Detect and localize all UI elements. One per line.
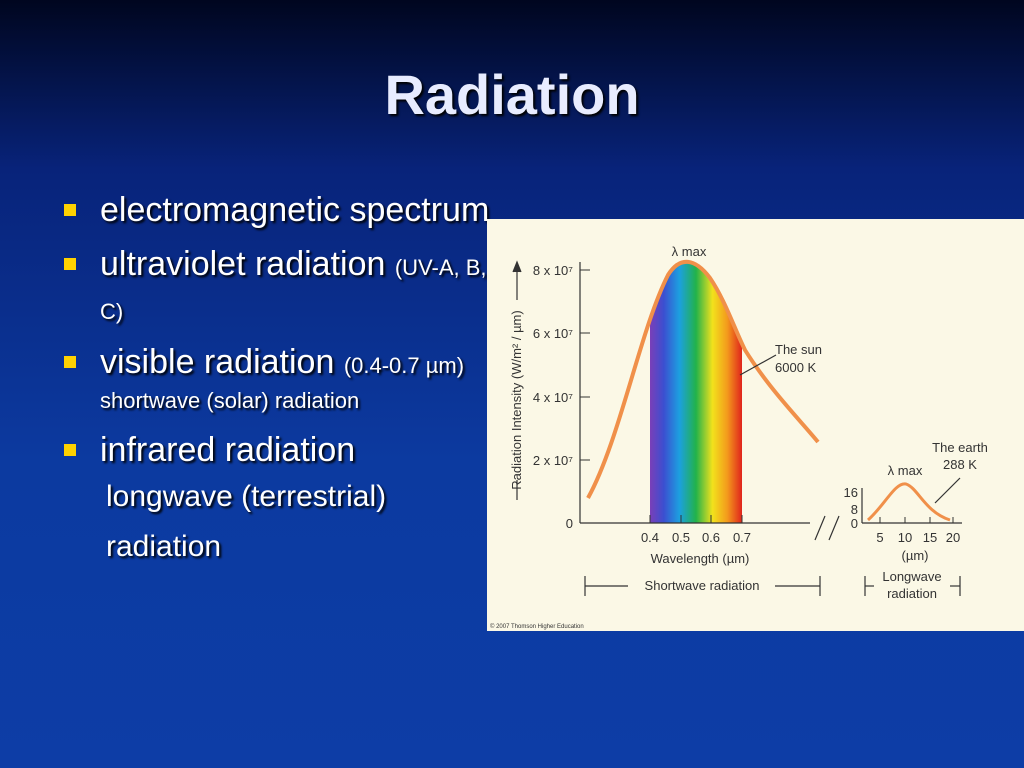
figure-text: 0.5 — [672, 530, 690, 545]
figure-text: 4 x 10⁷ — [533, 390, 573, 405]
bullet-note: (UV-A, B, C) — [100, 255, 487, 324]
figure-text: 0.4 — [641, 530, 659, 545]
bullet-item: electromagnetic spectrum — [60, 188, 490, 232]
bullet-item: visible radiation (0.4-0.7 µm) shortwave … — [60, 340, 490, 418]
bullet-text: ultraviolet radiation — [100, 245, 386, 283]
figure-text: © 2007 Thomson Higher Education — [490, 623, 584, 630]
slide-title: Radiation — [384, 63, 640, 126]
figure-text: Radiation Intensity (W/m² / µm) — [509, 310, 524, 489]
figure-text: λ max — [672, 244, 707, 259]
figure-text: 0.6 — [702, 530, 720, 545]
figure-text: 8 x 10⁷ — [533, 263, 573, 278]
figure-text: 16 — [844, 485, 858, 500]
bullet-subline: radiation — [106, 530, 222, 563]
bullet-text: electromagnetic spectrum — [100, 191, 490, 229]
earth-curve — [867, 482, 951, 522]
figure-text: Shortwave radiation — [645, 578, 760, 593]
figure-text: 15 — [923, 530, 937, 545]
sun-curve — [586, 259, 820, 499]
figure-text: 2 x 10⁷ — [533, 453, 573, 468]
figure-background — [487, 219, 1024, 631]
bullet-item: infrared radiation longwave (terrestrial)… — [60, 428, 490, 572]
figure-text: λ max — [888, 463, 923, 478]
bullet-subline: shortwave (solar) radiation — [100, 388, 360, 413]
bullet-marker — [64, 356, 76, 368]
figure-text: 0 — [851, 516, 858, 531]
bullet-list: electromagnetic spectrum ultraviolet radi… — [60, 188, 490, 582]
figure-text: 288 K — [943, 457, 977, 472]
figure-text: Longwave — [882, 569, 941, 584]
bullet-note: (0.4-0.7 µm) — [343, 353, 465, 378]
bullet-marker — [64, 444, 76, 456]
figure-text: 10 — [898, 530, 912, 545]
figure-text: radiation — [887, 586, 937, 601]
bullet-subline: longwave (terrestrial) — [106, 480, 387, 513]
bullet-text: visible radiation — [100, 343, 335, 381]
figure-text: 0.7 — [733, 530, 751, 545]
bullet-item: ultraviolet radiation (UV-A, B, C) — [60, 242, 490, 330]
axes — [512, 260, 962, 596]
figure-text: 8 — [851, 502, 858, 517]
figure-text: The earth — [932, 440, 988, 455]
figure-text: 6 x 10⁷ — [533, 326, 573, 341]
bullet-text: infrared radiation — [100, 431, 356, 469]
figure-text: (µm) — [902, 548, 929, 563]
figure: Radiation Intensity (W/m² / µm) 0 2 x 10⁷ 4… — [487, 219, 1024, 631]
bullet-marker — [64, 204, 76, 216]
figure-text: 20 — [946, 530, 960, 545]
figure-text: Wavelength (µm) — [651, 551, 750, 566]
figure-text: 5 — [876, 530, 883, 545]
figure-text: The sun — [775, 342, 822, 357]
figure-text: 6000 K — [775, 360, 817, 375]
figure-text: 0 — [566, 516, 573, 531]
bullet-marker — [64, 258, 76, 270]
